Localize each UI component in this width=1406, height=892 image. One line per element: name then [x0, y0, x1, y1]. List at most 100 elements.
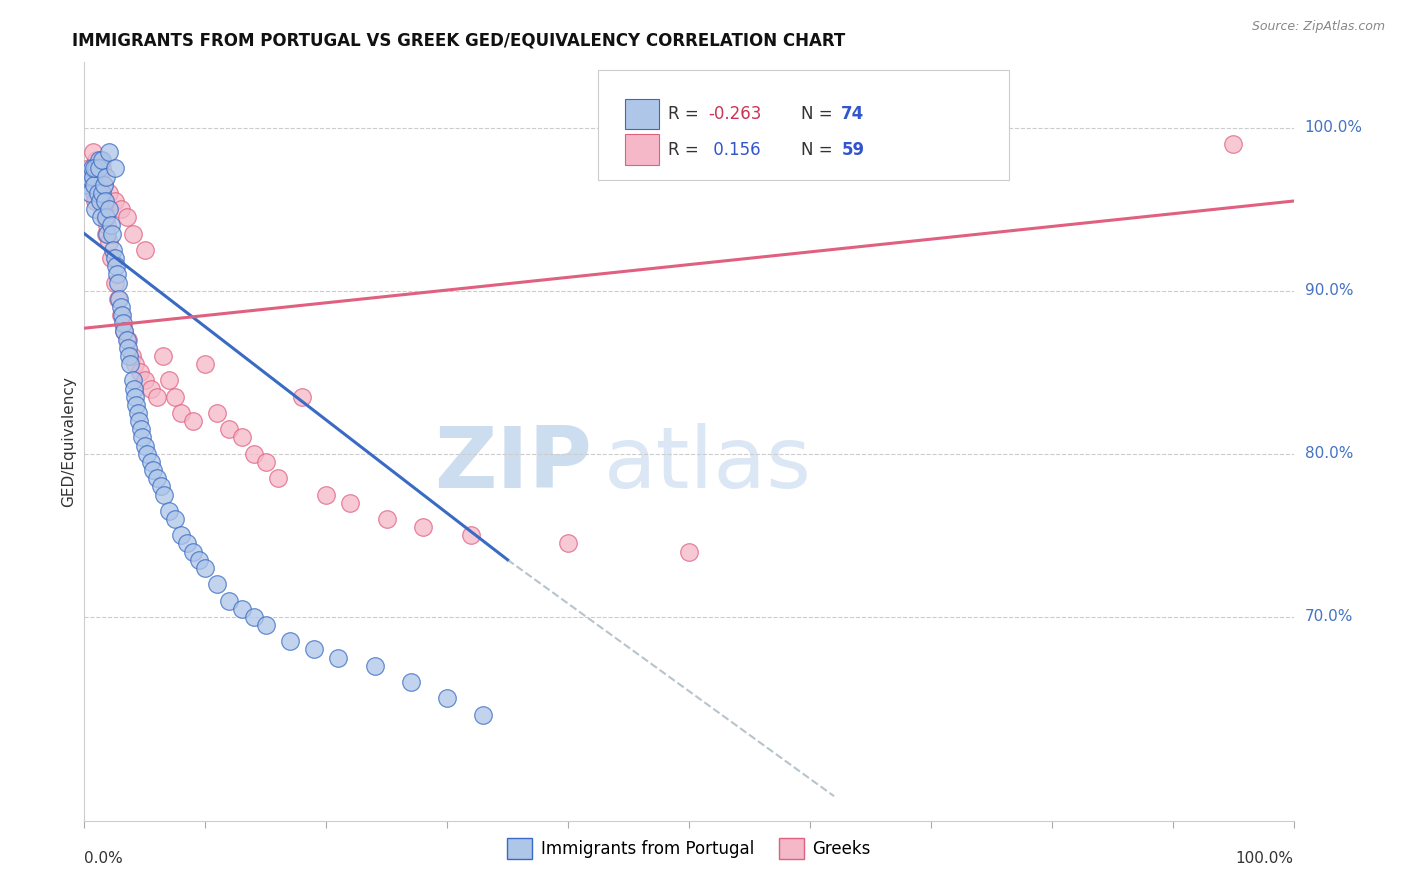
Point — [153, 487, 176, 501]
Point — [152, 349, 174, 363]
Point — [134, 373, 156, 387]
Point — [84, 202, 107, 217]
Point — [254, 455, 277, 469]
Point — [100, 251, 122, 265]
Point — [278, 634, 301, 648]
Point — [94, 169, 117, 184]
Point — [94, 211, 117, 225]
Point — [93, 178, 115, 192]
Point — [328, 650, 350, 665]
Point — [207, 577, 229, 591]
Point — [122, 382, 145, 396]
Point — [117, 333, 139, 347]
Point — [89, 194, 111, 208]
Point — [87, 178, 110, 192]
Point — [87, 161, 110, 176]
Point — [291, 390, 314, 404]
Point — [134, 243, 156, 257]
Point — [79, 186, 101, 200]
Point — [90, 211, 112, 225]
Point — [104, 259, 127, 273]
Text: atlas: atlas — [605, 423, 813, 506]
Point — [86, 161, 108, 176]
Point — [91, 161, 114, 176]
Point — [165, 512, 187, 526]
Point — [188, 553, 211, 567]
Point — [103, 243, 125, 257]
Point — [142, 463, 165, 477]
Point — [105, 268, 128, 282]
Point — [399, 675, 422, 690]
Point — [267, 471, 290, 485]
Text: ZIP: ZIP — [434, 423, 592, 506]
Text: 0.0%: 0.0% — [84, 851, 124, 866]
Point — [176, 536, 198, 550]
Point — [472, 707, 495, 722]
Text: IMMIGRANTS FROM PORTUGAL VS GREEK GED/EQUIVALENCY CORRELATION CHART: IMMIGRANTS FROM PORTUGAL VS GREEK GED/EQ… — [72, 32, 845, 50]
Point — [157, 373, 180, 387]
Point — [91, 186, 114, 200]
Point — [90, 186, 112, 200]
Point — [82, 178, 104, 192]
Point — [77, 169, 100, 184]
Point — [94, 227, 117, 241]
Point — [302, 642, 325, 657]
Point — [82, 145, 104, 160]
Point — [339, 496, 361, 510]
Point — [111, 308, 134, 322]
Text: 70.0%: 70.0% — [1305, 609, 1353, 624]
Point — [136, 447, 159, 461]
Point — [149, 479, 172, 493]
Point — [436, 691, 458, 706]
Point — [96, 219, 118, 233]
Legend: Immigrants from Portugal, Greeks: Immigrants from Portugal, Greeks — [501, 831, 877, 865]
Point — [97, 235, 120, 249]
Point — [146, 390, 169, 404]
Point — [678, 544, 700, 558]
Point — [254, 618, 277, 632]
Point — [100, 219, 122, 233]
Point — [96, 227, 118, 241]
Point — [124, 357, 146, 371]
Point — [104, 161, 127, 176]
Text: 74: 74 — [841, 105, 865, 123]
Point — [157, 504, 180, 518]
Point — [194, 561, 217, 575]
Point — [127, 406, 149, 420]
Point — [363, 658, 385, 673]
Point — [125, 398, 148, 412]
Point — [83, 186, 105, 200]
Point — [97, 145, 120, 160]
Point — [128, 414, 150, 428]
Text: Source: ZipAtlas.com: Source: ZipAtlas.com — [1251, 20, 1385, 33]
Point — [82, 169, 104, 184]
Point — [112, 316, 135, 330]
Point — [124, 390, 146, 404]
Point — [121, 227, 143, 241]
Text: 90.0%: 90.0% — [1305, 284, 1353, 298]
Point — [84, 194, 107, 208]
Text: 80.0%: 80.0% — [1305, 446, 1353, 461]
Point — [120, 357, 142, 371]
Point — [89, 169, 111, 184]
Y-axis label: GED/Equivalency: GED/Equivalency — [60, 376, 76, 507]
Point — [207, 406, 229, 420]
Point — [165, 390, 187, 404]
Point — [218, 593, 240, 607]
Point — [129, 422, 152, 436]
Point — [242, 447, 264, 461]
Point — [80, 169, 103, 184]
Text: 100.0%: 100.0% — [1305, 120, 1362, 136]
Point — [77, 161, 100, 176]
Point — [112, 325, 135, 339]
Point — [87, 153, 110, 168]
Text: N =: N = — [801, 141, 838, 159]
Point — [242, 610, 264, 624]
Text: 100.0%: 100.0% — [1236, 851, 1294, 866]
Point — [83, 161, 105, 176]
Point — [231, 601, 253, 615]
Point — [104, 194, 127, 208]
Text: 0.156: 0.156 — [709, 141, 761, 159]
Point — [93, 178, 115, 192]
Point — [146, 471, 169, 485]
